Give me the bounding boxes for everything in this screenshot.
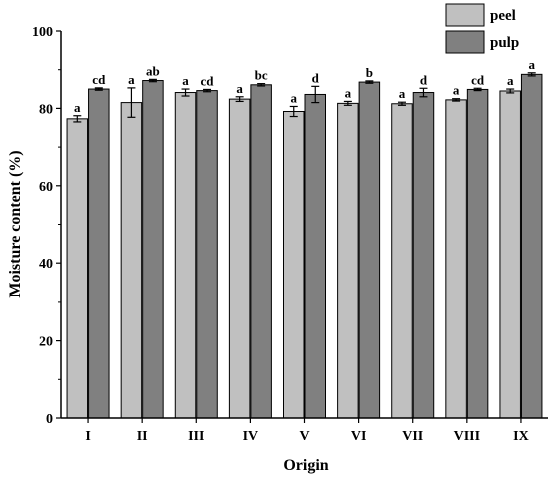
bar-peel-VII	[391, 103, 413, 419]
significance-label-pulp-VII: d	[420, 72, 428, 87]
x-tick-label-VIII: VIII	[454, 429, 480, 444]
significance-label-peel-IX: a	[507, 73, 514, 88]
legend-swatch-peel	[445, 3, 485, 27]
bar-pulp-VII	[412, 92, 435, 419]
bar-pulp-II	[142, 80, 164, 419]
bar-peel-III	[174, 92, 197, 419]
x-tick-label-V: V	[299, 429, 309, 444]
significance-label-pulp-II: ab	[146, 63, 160, 78]
significance-label-pulp-VIII: cd	[471, 72, 485, 87]
y-tick-label-60: 60	[39, 180, 53, 195]
x-tick-label-VII: VII	[402, 429, 423, 444]
bar-pulp-VI	[358, 81, 381, 419]
significance-label-peel-III: a	[182, 73, 189, 88]
legend-swatch-pulp	[445, 30, 485, 54]
y-tick-label-0: 0	[46, 412, 53, 427]
significance-label-peel-II: a	[128, 72, 135, 87]
bar-peel-VIII	[445, 99, 467, 419]
x-tick-label-III: III	[188, 429, 204, 444]
bar-peel-IV	[228, 98, 251, 419]
significance-label-peel-VIII: a	[453, 83, 460, 98]
x-tick-label-IX: IX	[513, 429, 529, 444]
significance-label-pulp-V: d	[312, 70, 320, 85]
y-tick-label-80: 80	[39, 102, 53, 117]
legend: peel pulp	[445, 3, 519, 54]
x-tick-label-I: I	[85, 429, 90, 444]
bar-peel-IX	[499, 90, 521, 419]
significance-label-pulp-VI: b	[366, 65, 373, 80]
bar-pulp-IV	[250, 84, 272, 419]
significance-label-peel-IV: a	[236, 81, 243, 96]
significance-label-pulp-IX: a	[528, 57, 535, 72]
y-axis-label: Moisture content (%)	[7, 150, 24, 297]
significance-label-peel-I: a	[74, 100, 81, 115]
x-tick-label-IV: IV	[243, 429, 259, 444]
y-tick-label-40: 40	[39, 257, 53, 272]
bar-pulp-IX	[520, 73, 543, 419]
bar-pulp-VIII	[466, 88, 489, 419]
bar-pulp-III	[196, 90, 218, 419]
x-tick-label-VI: VI	[351, 429, 367, 444]
bar-pulp-V	[304, 93, 326, 419]
legend-label-pulp: pulp	[490, 35, 519, 51]
bar-peel-I	[66, 118, 89, 419]
significance-label-pulp-III: cd	[201, 73, 215, 88]
x-axis-label: Origin	[283, 457, 328, 474]
significance-label-pulp-IV: bc	[255, 68, 268, 83]
significance-label-pulp-I: cd	[92, 72, 106, 87]
x-tick-label-II: II	[137, 429, 148, 444]
y-tick-label-100: 100	[32, 25, 53, 40]
bar-pulp-I	[88, 88, 110, 419]
significance-label-peel-V: a	[291, 90, 298, 105]
significance-label-peel-VI: a	[345, 85, 352, 100]
y-tick-label-20: 20	[39, 335, 53, 350]
bar-peel-VI	[337, 102, 359, 419]
bar-peel-II	[120, 102, 143, 419]
legend-label-peel: peel	[490, 8, 516, 24]
significance-label-peel-VII: a	[399, 86, 406, 101]
bar-peel-V	[283, 110, 305, 419]
